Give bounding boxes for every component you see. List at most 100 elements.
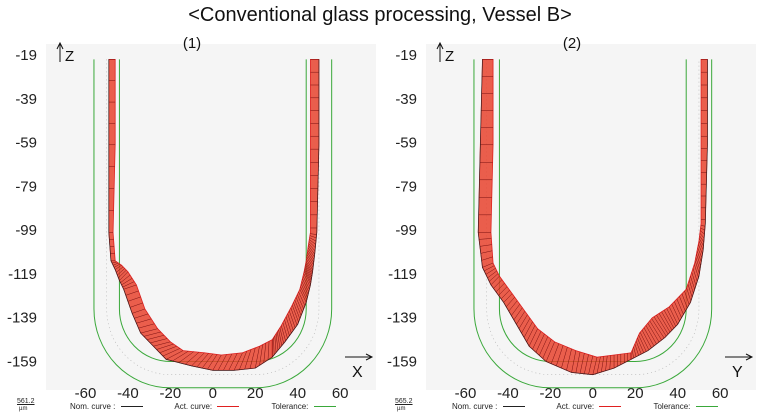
deviation-hatch-line	[566, 348, 572, 371]
actual-curve-edge	[108, 59, 273, 371]
y-tick-label: -99	[395, 222, 417, 239]
scale-unit-2: µm	[397, 406, 406, 412]
deviation-hatch-line	[129, 302, 143, 308]
deviation-hatch-line	[293, 302, 301, 319]
deviation-hatch-line	[697, 247, 703, 258]
deviation-hatch-line	[645, 325, 657, 345]
legend-actual-label: Act. curve:	[556, 402, 595, 411]
deviation-hatch-line	[647, 322, 660, 343]
deviation-hatch-line	[259, 344, 263, 366]
deviation-hatch-line	[539, 336, 549, 356]
deviation-hatch-line	[112, 262, 119, 266]
deviation-hatch-line	[698, 244, 703, 254]
deviation-hatch-line	[140, 328, 158, 334]
deviation-hatch-line	[304, 267, 312, 281]
deviation-hatch-line	[304, 266, 312, 279]
deviation-hatch-line	[479, 244, 492, 247]
deviation-hatch-line	[694, 264, 699, 278]
y-tick-label: -79	[15, 178, 37, 195]
x-tick-label: 20	[627, 385, 644, 402]
deviation-hatch-line	[282, 322, 288, 339]
deviation-hatch-line	[556, 345, 564, 366]
deviation-hatch-line	[244, 349, 252, 370]
deviation-hatch-line	[307, 247, 315, 258]
deviation-hatch-line	[196, 353, 209, 368]
deviation-hatch-line	[134, 313, 149, 319]
deviation-hatch-line	[686, 287, 692, 302]
deviation-hatch-line	[136, 318, 152, 324]
deviation-hatch-line	[671, 304, 680, 322]
x-tick-label: -20	[540, 385, 562, 402]
deviation-hatch-line	[490, 275, 500, 286]
x-tick-label: 20	[247, 385, 264, 402]
deviation-hatch-line	[641, 329, 652, 349]
y-tick-label: -39	[395, 91, 417, 108]
deviation-hatch-line	[267, 341, 270, 360]
deviation-hatch-line	[249, 347, 256, 369]
y-tick-label: -159	[387, 354, 417, 371]
deviation-hatch-line	[633, 346, 637, 357]
deviation-hatch-line	[150, 338, 168, 344]
deviation-hatch-line	[503, 293, 513, 303]
deviation-hatch-line	[692, 268, 698, 282]
deviation-hatch-line	[277, 331, 281, 348]
deviation-hatch-line	[239, 351, 248, 370]
deviation-hatch-line	[274, 335, 277, 353]
chart-panel-2: (2) -19 -39 -59 -79 -99 -119 -139 -159 -60 -40 -20 0…	[380, 0, 760, 420]
deviation-hatch-line	[495, 282, 505, 293]
z-axis-arrow	[56, 41, 64, 50]
deviation-hatch-line	[299, 289, 307, 303]
y-tick-label: -59	[395, 135, 417, 152]
deviation-hatch-line	[255, 346, 260, 369]
deviation-hatch-line	[639, 332, 650, 351]
deviation-hatch-line	[159, 345, 177, 354]
deviation-hatch-line	[661, 311, 673, 331]
panel-label: (2)	[563, 35, 581, 52]
deviation-hatch-line	[305, 261, 313, 273]
deviation-hatch-line	[632, 349, 634, 359]
deviation-hatch-line	[116, 266, 124, 273]
x-tick-label: -20	[160, 385, 182, 402]
chart-svg-2: (2) -19 -39 -59 -79 -99 -119 -139 -159 -60 -40 -20 0…	[387, 35, 756, 402]
deviation-hatch-line	[634, 343, 639, 356]
deviation-hatch-line	[309, 235, 317, 239]
actual-curve-edge	[477, 59, 632, 375]
deviation-hatch-line	[290, 307, 298, 326]
deviation-hatch-line	[561, 347, 568, 369]
chart-panel-1: (1) -19 -39 -59 -79 -99 -119 -139 -159 -60 -40 -20 0…	[6, 35, 376, 412]
deviation-hatch-line	[308, 243, 316, 252]
deviation-hatch-line	[637, 337, 644, 353]
deviation-hatch-line	[676, 298, 684, 315]
deviation-hatch-line	[233, 352, 243, 371]
deviation-hatch-line	[588, 355, 594, 375]
deviation-hatch-line	[305, 264, 313, 277]
deviation-hatch-line	[308, 245, 315, 255]
x-tick-label: -40	[117, 385, 139, 402]
deviation-hatch-line	[291, 304, 299, 323]
deviation-hatch-line	[681, 293, 688, 308]
deviation-hatch-line	[138, 323, 155, 329]
deviation-hatch-line	[479, 238, 492, 240]
deviation-hatch-line	[202, 353, 214, 369]
legend-nominal-swatch	[502, 406, 525, 408]
deviation-hatch-line	[146, 335, 165, 340]
deviation-hatch-line	[303, 273, 311, 287]
x-tick-label: -40	[497, 385, 519, 402]
x-axis-arrow	[365, 353, 374, 361]
legend-nominal-label: Nom. curve :	[452, 402, 498, 411]
deviation-hatch-line	[306, 254, 314, 265]
legend-nominal-swatch	[120, 406, 143, 408]
deviation-hatch-line	[172, 350, 189, 362]
deviation-hatch-line	[484, 265, 495, 272]
deviation-hatch-line	[294, 299, 302, 316]
deviation-hatch-line	[513, 307, 523, 321]
plot-area	[46, 44, 376, 390]
deviation-hatch-line	[700, 227, 705, 231]
deviation-hatch-line	[638, 334, 647, 352]
y-tick-label: -139	[7, 310, 37, 327]
y-tick-label: -119	[8, 266, 37, 283]
deviation-hatch-line	[275, 333, 279, 351]
deviation-hatch-line	[508, 300, 518, 312]
deviation-hatch-line	[481, 256, 493, 261]
deviation-hatch-line	[273, 337, 275, 355]
